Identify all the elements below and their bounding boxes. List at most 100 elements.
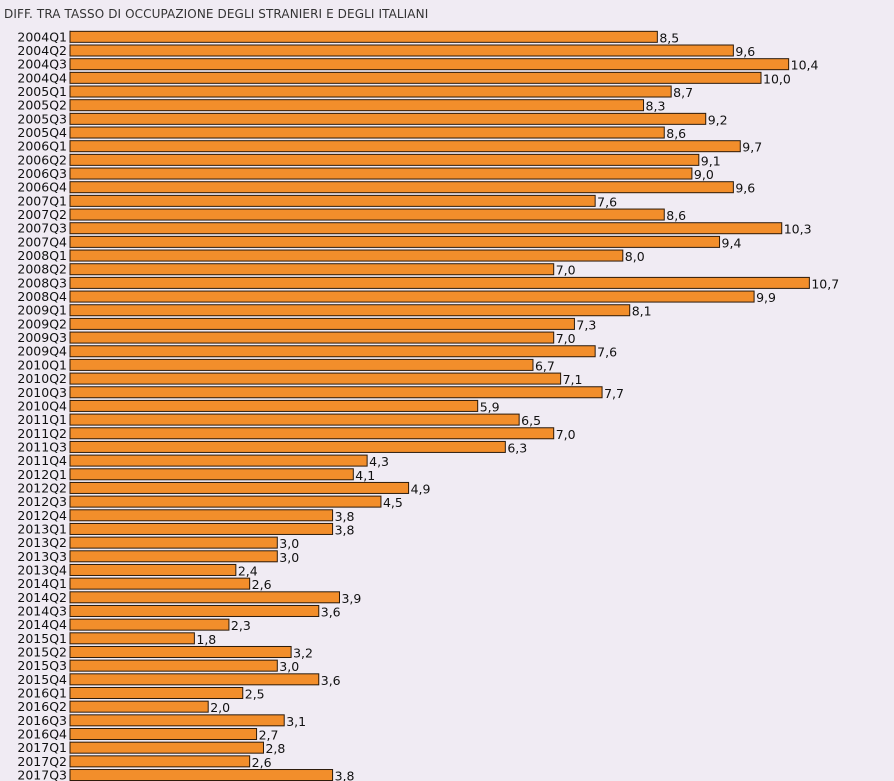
bar[interactable] <box>69 30 658 43</box>
value-label: 2,7 <box>259 728 279 743</box>
bar[interactable] <box>69 563 237 576</box>
bar[interactable] <box>69 550 278 563</box>
category-label: 2007Q2 <box>17 207 67 222</box>
category-label: 2012Q2 <box>17 480 67 495</box>
value-label: 3,8 <box>335 522 355 537</box>
value-label: 3,8 <box>335 509 355 524</box>
category-label: 2013Q2 <box>17 535 67 550</box>
bar[interactable] <box>69 249 624 262</box>
bar[interactable] <box>69 85 672 98</box>
bar[interactable] <box>69 536 278 549</box>
bar[interactable] <box>69 345 596 358</box>
category-label: 2015Q2 <box>17 644 67 659</box>
category-label: 2013Q4 <box>17 562 67 577</box>
bar[interactable] <box>69 194 596 207</box>
bar[interactable] <box>69 99 645 112</box>
bar[interactable] <box>69 495 382 508</box>
category-label: 2005Q4 <box>17 125 67 140</box>
bar[interactable] <box>69 399 479 412</box>
bar[interactable] <box>69 222 783 235</box>
category-label: 2014Q4 <box>17 617 67 632</box>
bar[interactable] <box>69 769 334 781</box>
category-label: 2010Q3 <box>17 385 67 400</box>
bar[interactable] <box>69 454 368 467</box>
bar[interactable] <box>69 358 534 371</box>
category-label: 2016Q1 <box>17 685 67 700</box>
category-label: 2015Q1 <box>17 631 67 646</box>
category-label: 2005Q2 <box>17 98 67 113</box>
bar[interactable] <box>69 71 762 84</box>
bar[interactable] <box>69 317 575 330</box>
bar[interactable] <box>69 44 734 57</box>
bar[interactable] <box>69 140 741 153</box>
bar[interactable] <box>69 386 603 399</box>
bar[interactable] <box>69 577 251 590</box>
bar[interactable] <box>69 263 555 276</box>
bar[interactable] <box>69 167 693 180</box>
bar[interactable] <box>69 181 734 194</box>
value-label: 8,6 <box>666 208 686 223</box>
bar[interactable] <box>69 276 810 289</box>
value-label: 9,0 <box>694 167 714 182</box>
value-label: 3,0 <box>279 550 299 565</box>
bar[interactable] <box>69 126 665 139</box>
value-label: 8,7 <box>673 85 693 100</box>
bar[interactable] <box>69 331 555 344</box>
bar[interactable] <box>69 618 230 631</box>
value-label: 2,6 <box>252 577 272 592</box>
value-label: 8,1 <box>632 304 652 319</box>
bar[interactable] <box>69 372 562 385</box>
bar[interactable] <box>69 686 244 699</box>
value-label: 7,6 <box>597 345 617 360</box>
bar[interactable] <box>69 112 707 125</box>
bar[interactable] <box>69 304 631 317</box>
bar[interactable] <box>69 413 520 426</box>
category-label: 2008Q1 <box>17 248 67 263</box>
bar[interactable] <box>69 755 251 768</box>
bar[interactable] <box>69 509 334 522</box>
bar[interactable] <box>69 440 506 453</box>
value-label: 3,1 <box>286 714 306 729</box>
value-label: 6,3 <box>507 440 527 455</box>
category-label: 2016Q2 <box>17 699 67 714</box>
bar[interactable] <box>69 208 665 221</box>
value-label: 4,1 <box>355 468 375 483</box>
bar[interactable] <box>69 632 195 645</box>
value-label: 3,2 <box>293 645 313 660</box>
category-label: 2016Q4 <box>17 727 67 742</box>
bar[interactable] <box>69 645 292 658</box>
category-label: 2008Q2 <box>17 262 67 277</box>
value-label: 6,7 <box>535 358 555 373</box>
bar[interactable] <box>69 700 209 713</box>
bar[interactable] <box>69 741 264 754</box>
bar[interactable] <box>69 58 790 71</box>
bar[interactable] <box>69 153 700 166</box>
value-label: 10,4 <box>791 58 819 73</box>
value-label: 3,6 <box>321 673 341 688</box>
bar[interactable] <box>69 427 555 440</box>
value-label: 2,8 <box>265 741 285 756</box>
category-label: 2017Q3 <box>17 768 67 781</box>
value-label: 2,6 <box>252 755 272 770</box>
category-label: 2004Q4 <box>17 70 67 85</box>
bar[interactable] <box>69 604 320 617</box>
value-label: 7,0 <box>556 427 576 442</box>
bar[interactable] <box>69 591 340 604</box>
bar[interactable] <box>69 235 721 248</box>
bar[interactable] <box>69 290 755 303</box>
bar[interactable] <box>69 659 278 672</box>
bar[interactable] <box>69 522 334 535</box>
value-label: 10,3 <box>784 222 812 237</box>
bar[interactable] <box>69 714 285 727</box>
bar[interactable] <box>69 468 354 481</box>
bar[interactable] <box>69 728 258 741</box>
value-label: 5,9 <box>480 399 500 414</box>
bar[interactable] <box>69 481 410 494</box>
bar[interactable] <box>69 673 320 686</box>
category-label: 2012Q4 <box>17 508 67 523</box>
value-label: 7,3 <box>576 317 596 332</box>
category-label: 2015Q3 <box>17 658 67 673</box>
value-label: 4,3 <box>369 454 389 469</box>
category-label: 2009Q2 <box>17 316 67 331</box>
